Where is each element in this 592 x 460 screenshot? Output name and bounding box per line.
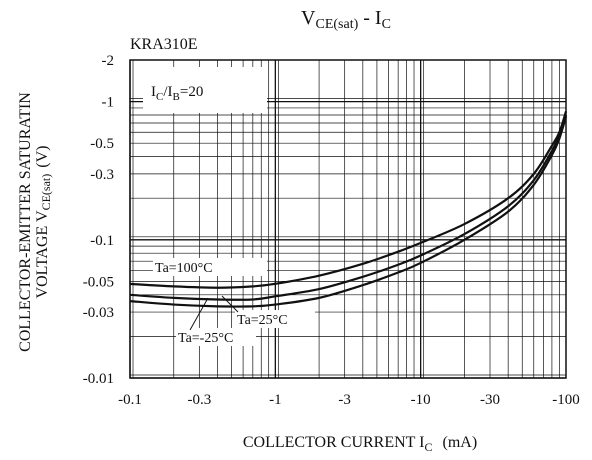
title-main-subscript: CE(sat) xyxy=(316,17,359,32)
y-tick-label: -0.5 xyxy=(90,136,114,152)
annotation-ta-neg25: Ta=-25°C xyxy=(178,331,233,346)
series-line-1 xyxy=(129,114,568,301)
y-tick-label: -0.03 xyxy=(83,305,114,321)
annotation-ta-25: Ta=25°C xyxy=(237,313,288,328)
device-label: KRA310E xyxy=(130,36,198,53)
condition-box xyxy=(143,67,267,113)
y-tick-label: -0.3 xyxy=(90,167,114,183)
annotation-bg-100 xyxy=(153,258,267,276)
condition-a-subscript: C xyxy=(156,91,163,103)
x-tick-label: -30 xyxy=(480,392,500,408)
x-tick-label: -10 xyxy=(411,392,431,408)
condition-label: IC/IB=20 xyxy=(151,84,203,103)
x-tick-label: -1 xyxy=(269,392,282,408)
y-tick-label: -1 xyxy=(102,95,115,111)
x-tick-label: -0.1 xyxy=(118,392,142,408)
y-axis-label: COLLECTOR-EMITTER SATURATIN VOLTAGE VCE(… xyxy=(17,92,53,352)
y-axis-label-unit: (V) xyxy=(34,146,51,168)
title-separator: - I xyxy=(358,7,381,29)
y-tick-labels: -0.01 -0.03 -0.05 -0.1 -0.3 -0.5 -1 -2 xyxy=(83,53,114,387)
series-line-2 xyxy=(129,116,568,308)
y-tick-label: -0.1 xyxy=(90,233,114,249)
title-tail-subscript: C xyxy=(382,17,391,32)
x-axis-label-unit: (mA) xyxy=(443,434,478,451)
x-axis-label-subscript: C xyxy=(424,440,432,454)
y-axis-label-line2: VOLTAGE VCE(sat) (V) xyxy=(34,146,53,299)
x-axis-label: COLLECTOR CURRENT IC (mA) xyxy=(243,434,477,454)
y-axis-label-prefix: VOLTAGE V xyxy=(34,210,51,299)
series-line-0 xyxy=(129,111,568,289)
condition-b-subscript: B xyxy=(173,91,180,103)
annotation-ta-100: Ta=100°C xyxy=(155,261,213,276)
series-annotations: Ta=100°C Ta=25°C Ta=-25°C xyxy=(153,258,315,346)
y-axis-label-subscript: CE(sat) xyxy=(39,174,53,211)
annotation-leader-neg25 xyxy=(189,297,209,331)
x-tick-label: -3 xyxy=(338,392,351,408)
y-axis-label-line1: COLLECTOR-EMITTER SATURATIN xyxy=(17,92,34,352)
title-main: V xyxy=(301,7,316,29)
x-tick-label: -0.3 xyxy=(187,392,211,408)
annotation-bg-25 xyxy=(235,310,315,328)
y-tick-label: -2 xyxy=(102,53,115,69)
chart-title: VCE(sat) - IC xyxy=(301,7,391,32)
series-lines xyxy=(129,111,568,308)
annotation-bg-neg25 xyxy=(176,328,256,346)
annotation-leader-25 xyxy=(221,295,239,313)
x-tick-label: -100 xyxy=(552,392,580,408)
plot-frame xyxy=(129,59,567,379)
condition-slash: /I xyxy=(163,84,172,100)
y-tick-label: -0.05 xyxy=(83,274,114,290)
x-axis-label-main: COLLECTOR CURRENT I xyxy=(243,434,425,451)
condition-tail: =20 xyxy=(180,84,203,100)
condition-a: I xyxy=(151,84,156,100)
y-tick-label: -0.01 xyxy=(83,371,114,387)
x-tick-labels: -0.1 -0.3 -1 -3 -10 -30 -100 xyxy=(118,392,580,408)
